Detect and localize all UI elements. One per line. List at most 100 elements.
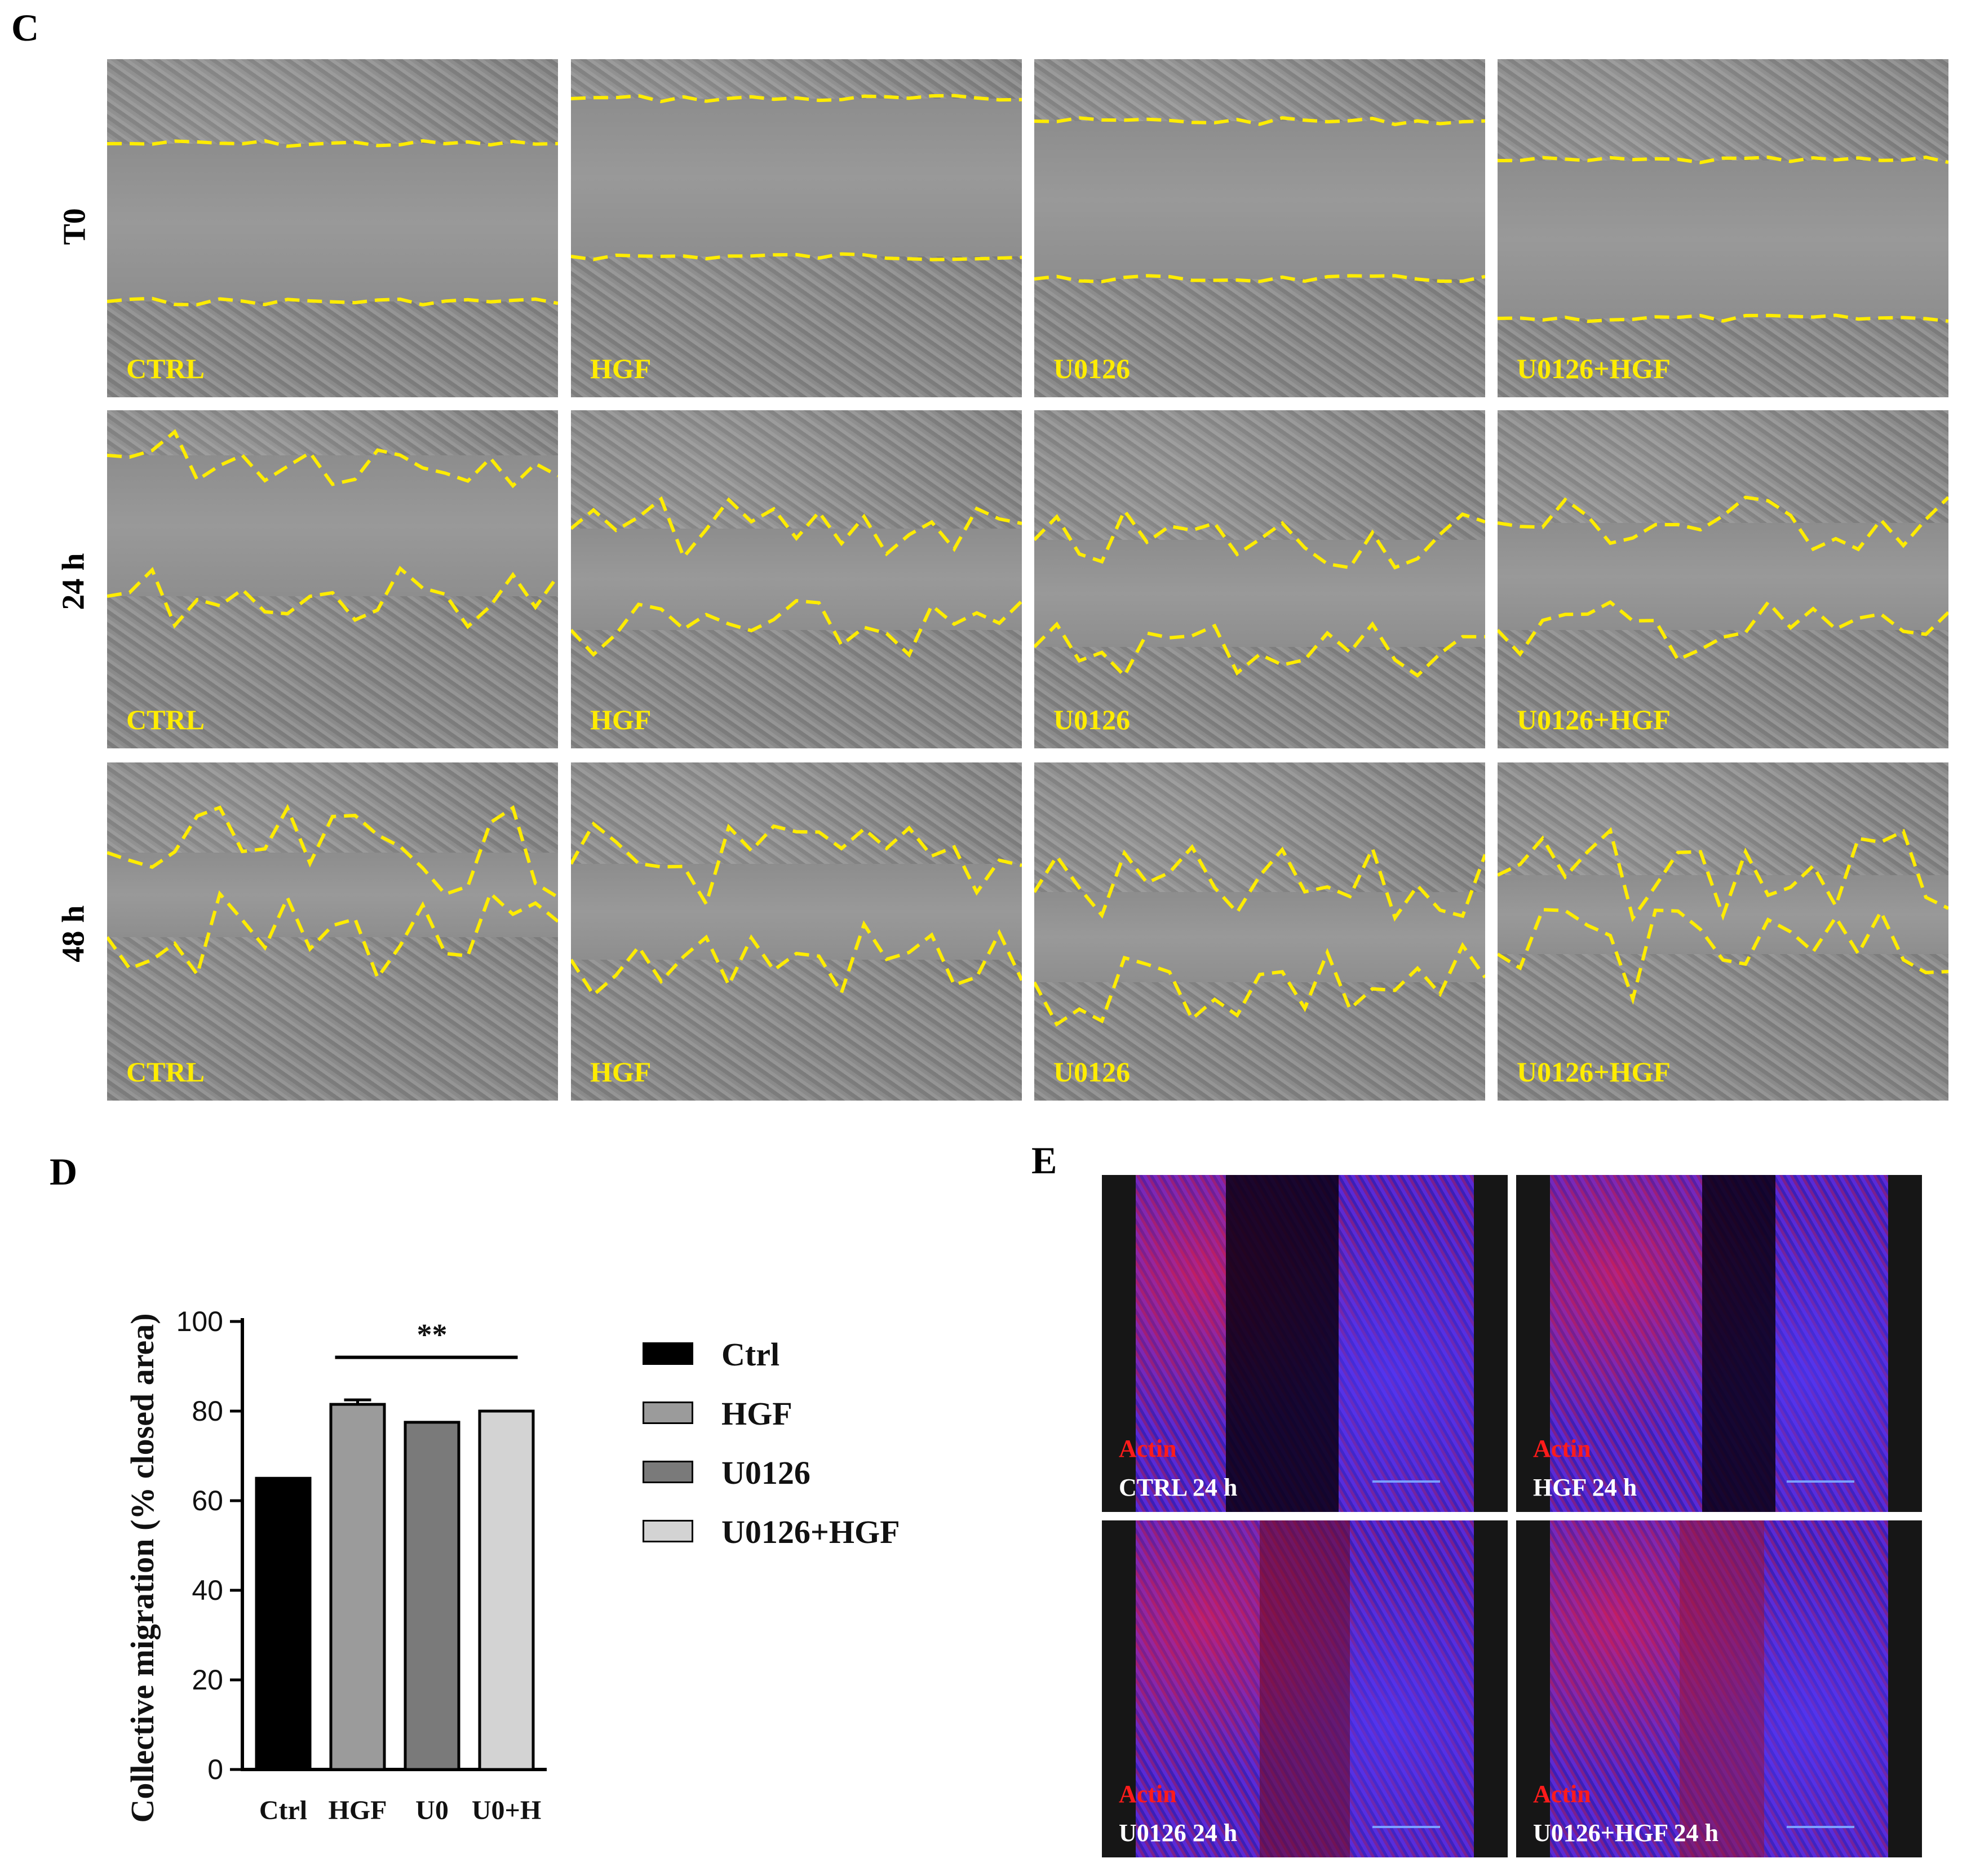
panel-label-c: C <box>11 6 39 49</box>
legend-swatch-ctrl <box>643 1342 693 1365</box>
lower-wound-edge <box>1034 942 1485 1027</box>
condition-label: HGF <box>590 353 652 384</box>
wound-edge-lines <box>107 139 558 307</box>
lower-wound-edge <box>1498 313 1948 323</box>
wound-edge-lines <box>571 94 1022 261</box>
bar-ctrl <box>255 1476 312 1771</box>
legend-label: HGF <box>721 1395 792 1432</box>
x-tick-label: U0 <box>415 1795 449 1825</box>
x-tick-label: Ctrl <box>259 1795 307 1825</box>
condition-label: CTRL <box>126 704 205 735</box>
condition-label: HGF 24 h <box>1533 1474 1637 1501</box>
y-tick-label: 80 <box>192 1395 223 1427</box>
fluor-panel-ctrl: Actin CTRL 24 h <box>1102 1175 1508 1512</box>
wound-gap <box>107 455 558 596</box>
condition-label: CTRL <box>126 1056 205 1088</box>
upper-wound-edge <box>1498 827 1948 923</box>
fluor-panel-hgf: Actin HGF 24 h <box>1516 1175 1922 1512</box>
chart-legend: Ctrl HGF U0126 U0126+HGF <box>643 1336 981 1561</box>
y-tick-label: 20 <box>192 1664 223 1696</box>
wound-gap <box>571 99 1022 256</box>
condition-label: U0126 <box>1053 1056 1131 1088</box>
wound-gap <box>571 864 1022 960</box>
micrograph-48h-ctrl: CTRL <box>107 762 558 1101</box>
legend-swatch-u0126-hgf <box>643 1520 693 1542</box>
upper-wound-edge <box>1034 844 1485 922</box>
wound-gap <box>1498 161 1948 318</box>
wound-edge-lines <box>1498 155 1948 323</box>
scratch-gap <box>1680 1520 1764 1857</box>
condition-label: U0126+HGF 24 h <box>1533 1819 1719 1847</box>
row-label-48h: 48 h <box>56 905 91 963</box>
wound-edge-lines <box>1034 507 1485 679</box>
panel-label-d: D <box>50 1150 78 1193</box>
y-tick-label: 40 <box>192 1575 223 1606</box>
micrograph-48h-hgf: HGF <box>571 762 1022 1101</box>
micrograph-t0-hgf: HGF <box>571 59 1022 397</box>
condition-label: U0126+HGF <box>1517 1056 1671 1088</box>
lower-wound-edge <box>1034 274 1485 283</box>
upper-wound-edge <box>107 429 558 489</box>
x-tick-label: HGF <box>329 1795 387 1825</box>
lower-wound-edge <box>107 296 558 307</box>
y-tick-label: 0 <box>207 1754 223 1785</box>
lower-wound-edge <box>571 920 1022 998</box>
row-label-t0: T0 <box>57 208 92 245</box>
upper-wound-edge <box>571 94 1022 104</box>
lower-wound-edge <box>571 252 1022 261</box>
bar-u0-h <box>478 1409 535 1771</box>
wound-edge-lines <box>107 804 558 982</box>
fluor-panel-u0126-hgf: Actin U0126+HGF 24 h <box>1516 1520 1922 1857</box>
scratch-gap <box>1226 1175 1339 1512</box>
actin-label: Actin <box>1533 1435 1591 1462</box>
wound-gap <box>1498 523 1948 630</box>
upper-wound-edge <box>1034 116 1485 126</box>
upper-wound-edge <box>1498 155 1948 165</box>
wound-gap <box>107 144 558 301</box>
bar-chart-svg: 0 20 40 60 80 100 Collective migration (% clos… <box>124 1306 547 1825</box>
micrograph-24h-hgf: HGF <box>571 410 1022 748</box>
scale-bar <box>1787 1826 1854 1828</box>
micrograph-24h-u0126-hgf: U0126+HGF <box>1498 410 1948 748</box>
upper-wound-edge <box>107 139 558 148</box>
legend-label: U0126 <box>721 1454 810 1491</box>
legend-swatch-u0126 <box>643 1461 693 1483</box>
wound-edge-lines <box>1498 827 1948 1005</box>
upper-wound-edge <box>571 496 1022 561</box>
lower-wound-edge <box>107 565 558 629</box>
fluor-panel-u0126: Actin U0126 24 h <box>1102 1520 1508 1857</box>
condition-label: CTRL 24 h <box>1119 1474 1238 1501</box>
wound-edge-lines <box>1034 116 1485 283</box>
wound-gap <box>1034 892 1485 982</box>
lower-wound-edge <box>107 890 558 982</box>
condition-label: U0126 <box>1053 704 1131 735</box>
upper-wound-edge <box>1034 507 1485 570</box>
wound-gap <box>1034 540 1485 647</box>
wound-gap <box>107 853 558 937</box>
y-tick-label: 100 <box>176 1306 223 1337</box>
wound-edge-lines <box>571 821 1022 998</box>
micrograph-t0-u0126: U0126 <box>1034 59 1485 397</box>
condition-label: HGF <box>590 704 652 735</box>
wound-edge-lines <box>107 429 558 629</box>
upper-wound-edge <box>571 821 1022 908</box>
wound-edge-lines <box>571 496 1022 658</box>
scale-bar <box>1372 1826 1440 1828</box>
scratch-gap <box>1702 1175 1775 1512</box>
y-axis-title: Collective migration (% closed area) <box>124 1313 161 1822</box>
micrograph-24h-u0126: U0126 <box>1034 410 1485 748</box>
condition-label: U0126 <box>1053 353 1131 384</box>
micrograph-24h-ctrl: CTRL <box>107 410 558 748</box>
scale-bar <box>1787 1480 1854 1483</box>
significance-label: ** <box>417 1318 448 1352</box>
scale-bar <box>1372 1480 1440 1483</box>
wound-edge-lines <box>1498 495 1948 662</box>
actin-label: Actin <box>1119 1435 1177 1462</box>
y-tick-label: 60 <box>192 1485 223 1516</box>
condition-label: U0126 24 h <box>1119 1819 1238 1847</box>
condition-label: CTRL <box>126 353 205 384</box>
lower-wound-edge <box>1498 600 1948 662</box>
condition-label: U0126+HGF <box>1517 353 1671 384</box>
micrograph-t0-u0126-hgf: U0126+HGF <box>1498 59 1948 397</box>
scratch-gap <box>1260 1520 1350 1857</box>
